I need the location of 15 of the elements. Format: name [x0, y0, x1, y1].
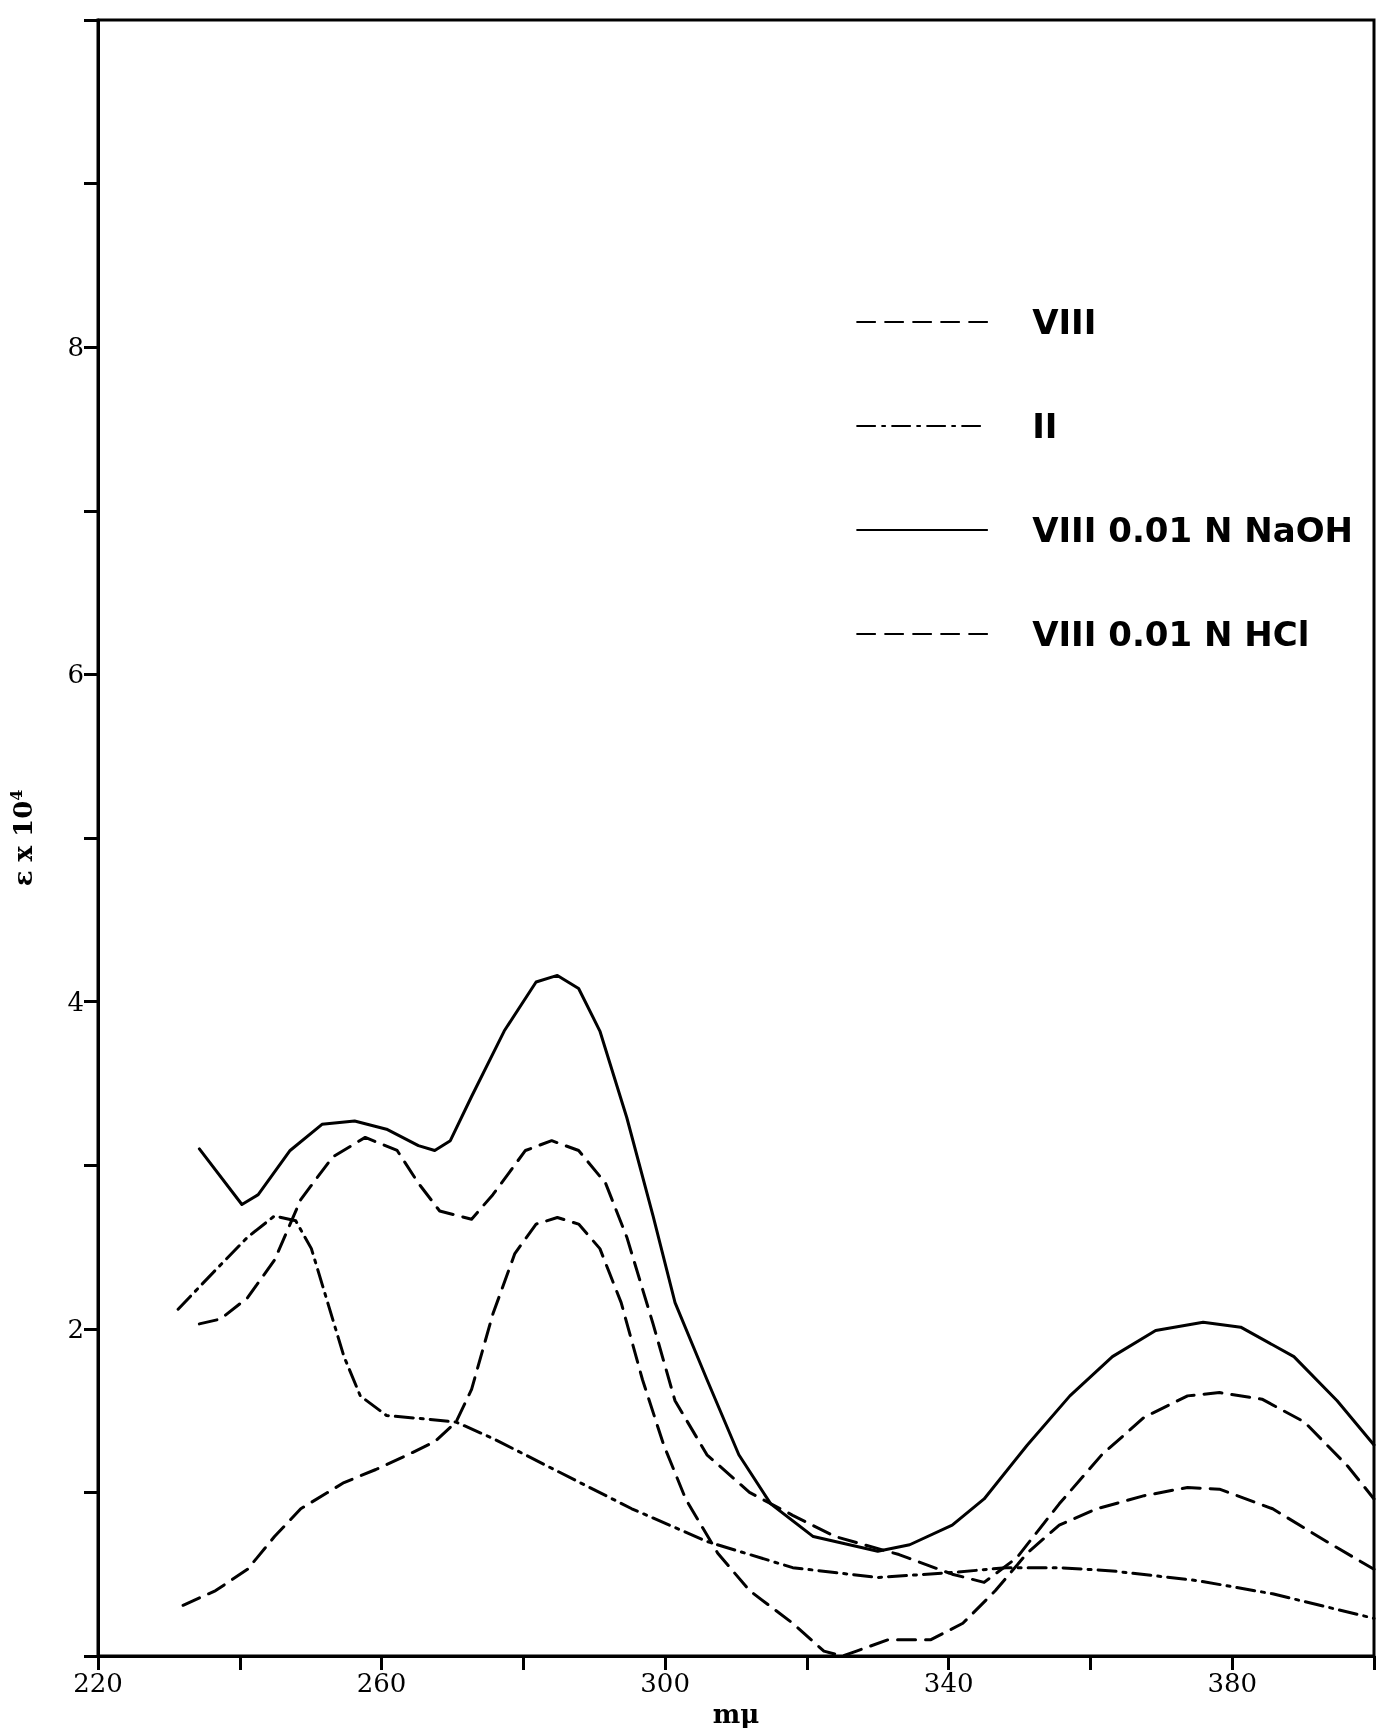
x-tick-label: 380: [1207, 1668, 1258, 1698]
x-tick-label: 220: [73, 1668, 123, 1698]
y-tick-label: 2: [67, 1313, 84, 1344]
legend-label: II: [1032, 406, 1058, 446]
x-tick-label: 260: [356, 1668, 407, 1698]
y-axis-title: ε x 104: [6, 789, 38, 887]
y-tick-label: 8: [67, 332, 84, 363]
legend-label: VIII 0.01 N NaOH: [1032, 510, 1353, 550]
x-axis-title: mμ: [712, 1698, 760, 1729]
y-tick-label: 6: [67, 659, 84, 690]
x-tick-label: 340: [923, 1668, 974, 1698]
x-tick-label: 300: [640, 1668, 690, 1698]
y-tick-label: 4: [67, 986, 84, 1017]
legend-label: VIII 0.01 N HCl: [1032, 614, 1310, 654]
legend-label: VIII: [1032, 302, 1097, 342]
